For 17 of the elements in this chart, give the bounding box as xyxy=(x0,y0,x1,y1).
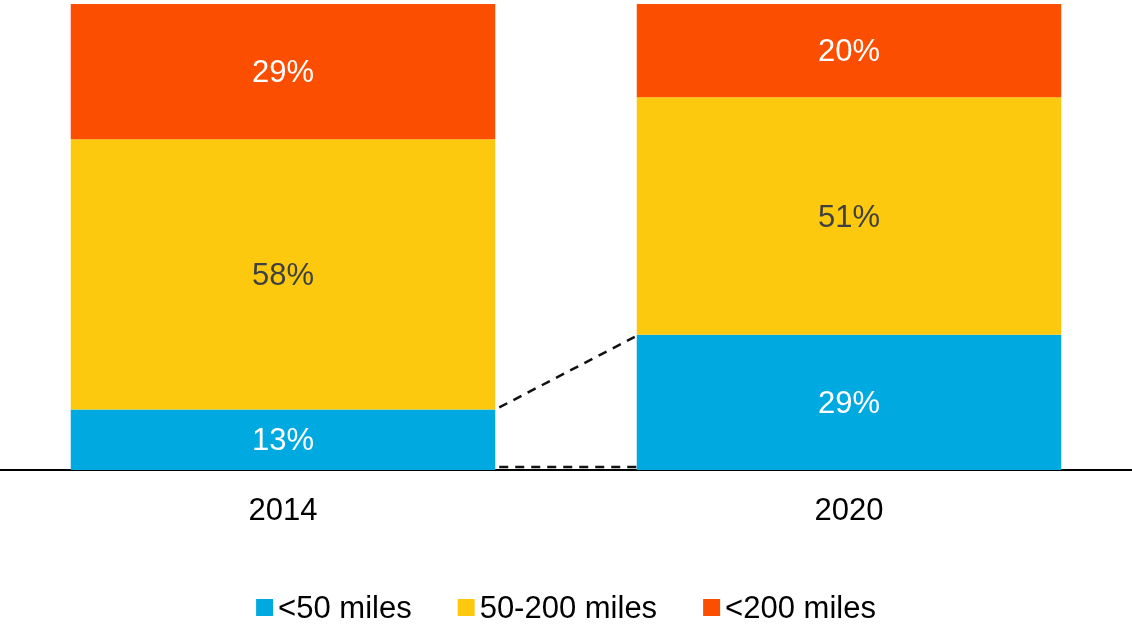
bar xyxy=(636,334,1062,470)
data-label: 58% xyxy=(251,256,315,292)
x-tick-label: 2014 xyxy=(248,492,318,527)
data-label: 20% xyxy=(817,33,881,69)
data-label: 13% xyxy=(251,422,315,458)
legend-label: 50-200 miles xyxy=(479,590,658,625)
legend-label: <50 miles xyxy=(278,590,412,625)
bar xyxy=(636,4,1062,98)
data-label: 51% xyxy=(817,198,881,234)
bar xyxy=(70,4,496,140)
data-label: 29% xyxy=(817,384,881,420)
x-tick-label: 2020 xyxy=(814,492,884,527)
bar xyxy=(636,97,1062,335)
bar xyxy=(70,409,496,470)
legend-label: <200 miles xyxy=(725,590,876,625)
data-label: 29% xyxy=(251,54,315,90)
bar xyxy=(70,139,496,410)
